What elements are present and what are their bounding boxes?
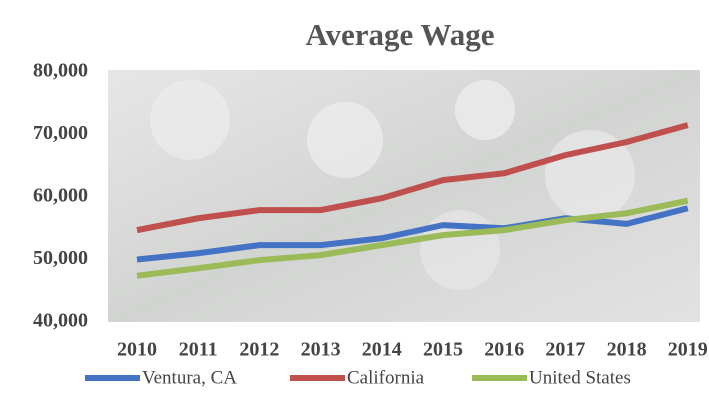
- series-line: [136, 122, 689, 234]
- series-line: [136, 205, 689, 263]
- y-tick-label: 50,000: [33, 247, 88, 269]
- legend-label: California: [347, 367, 425, 388]
- x-tick-label: 2016: [484, 339, 524, 361]
- x-tick-label: 2014: [362, 339, 402, 361]
- chart-title: Average Wage: [305, 17, 494, 52]
- y-tick-label: 40,000: [33, 310, 88, 332]
- x-tick-label: 2015: [423, 339, 463, 361]
- x-tick-label: 2018: [607, 339, 647, 361]
- coin-decoration: [420, 210, 500, 290]
- coin-decoration: [455, 80, 515, 140]
- y-tick-label: 80,000: [33, 60, 88, 82]
- coin-decoration: [307, 102, 383, 178]
- y-tick-label: 70,000: [33, 122, 88, 144]
- x-tick-label: 2013: [301, 339, 341, 361]
- legend-label: United States: [529, 367, 631, 388]
- x-tick-label: 2012: [239, 339, 279, 361]
- legend-label: Ventura, CA: [142, 367, 237, 388]
- y-tick-label: 60,000: [33, 185, 88, 207]
- x-tick-label: 2010: [117, 339, 157, 361]
- coin-decoration: [150, 80, 230, 160]
- x-tick-label: 2019: [668, 339, 708, 361]
- series-line: [136, 197, 689, 279]
- x-tick-label: 2011: [179, 339, 218, 361]
- x-tick-label: 2017: [545, 339, 585, 361]
